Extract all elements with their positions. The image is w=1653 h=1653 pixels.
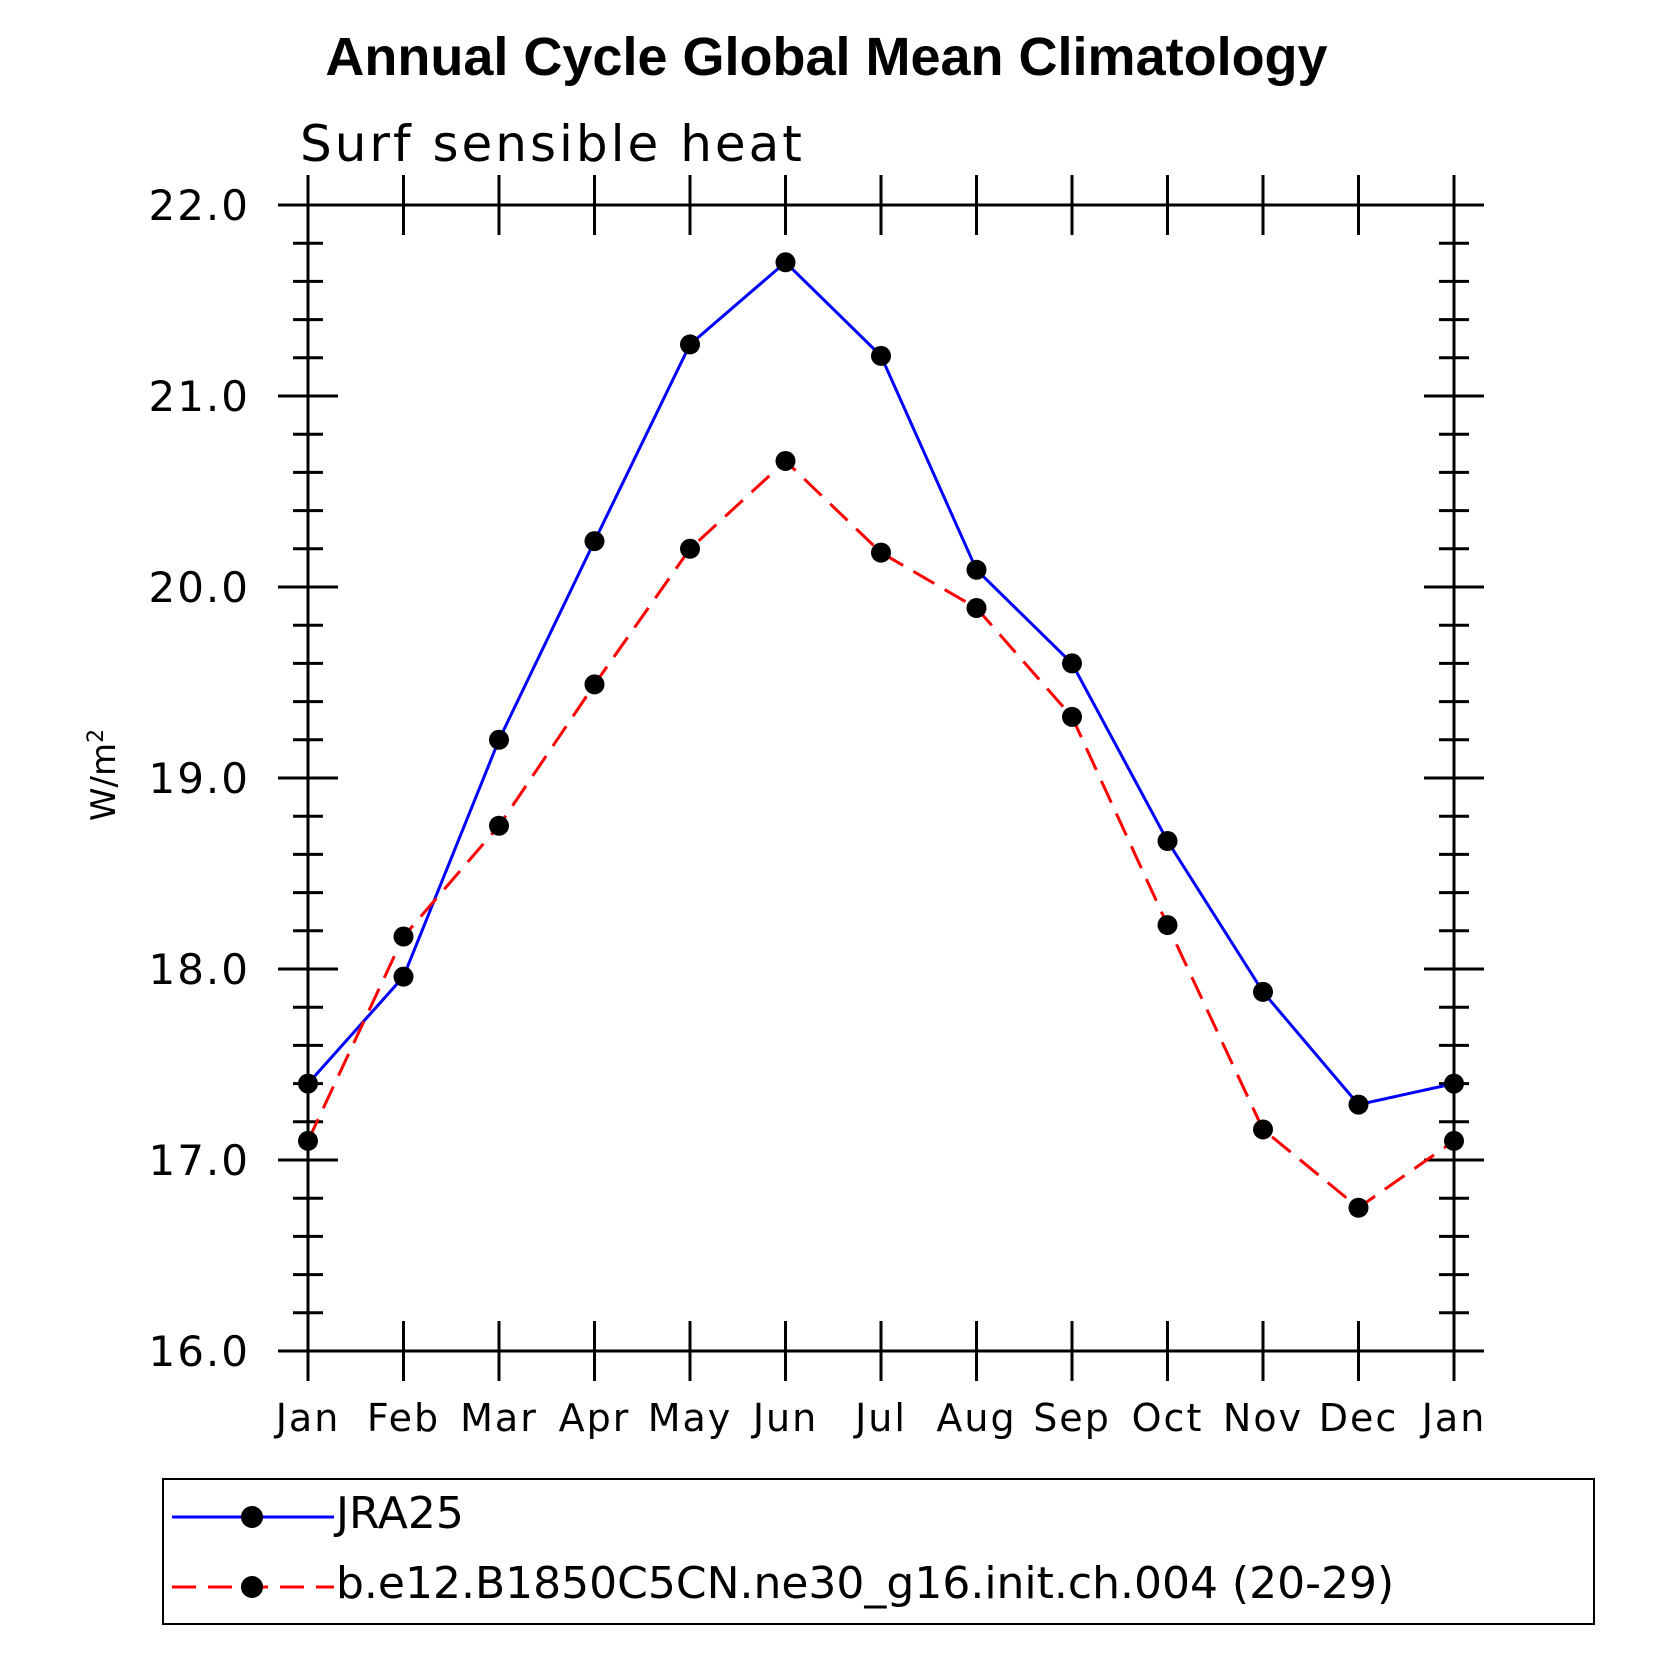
x-tick-label: Jun: [751, 1396, 818, 1440]
data-point-model: [871, 542, 891, 563]
data-point-jra25: [966, 559, 987, 580]
data-point-model: [1253, 1119, 1273, 1140]
x-tick-label: Oct: [1132, 1396, 1204, 1440]
y-tick-label: 17.0: [148, 1136, 250, 1185]
data-point-jra25: [489, 729, 509, 750]
chart-subtitle: Surf sensible heat: [300, 115, 805, 173]
legend-marker-jra25: [241, 1506, 263, 1528]
legend-item-jra25: JRA25: [164, 1482, 1593, 1552]
data-point-jra25: [1062, 653, 1082, 674]
x-tick-label: Aug: [936, 1396, 1016, 1440]
axis-ticks: [278, 175, 1484, 1381]
y-tick-label: 21.0: [148, 372, 250, 421]
data-point-model: [966, 598, 987, 619]
data-point-jra25: [871, 345, 891, 366]
chart-title: Annual Cycle Global Mean Climatology: [325, 27, 1328, 87]
legend-item-model: b.e12.B1850C5CN.ne30_g16.init.ch.004 (20…: [164, 1552, 1593, 1622]
y-tick-label: 19.0: [148, 754, 250, 803]
data-point-model: [1157, 915, 1178, 936]
y-tick-label: 20.0: [148, 563, 250, 612]
data-point-jra25: [584, 531, 605, 552]
x-tick-label: Feb: [367, 1396, 440, 1440]
data-point-model: [1444, 1130, 1464, 1151]
data-point-model: [584, 674, 605, 695]
data-point-jra25: [680, 334, 700, 355]
legend-label-jra25: JRA25: [336, 1488, 464, 1539]
x-tick-label: Jan: [1420, 1396, 1487, 1440]
data-point-model: [489, 815, 509, 836]
x-tick-label: May: [648, 1396, 733, 1440]
data-point-jra25: [1348, 1094, 1369, 1115]
y-tick-labels: 16.0 17.0 18.0 19.0 20.0 21.0 22.0: [148, 181, 250, 1376]
data-point-model: [1062, 706, 1082, 727]
legend-label-model: b.e12.B1850C5CN.ne30_g16.init.ch.004 (20…: [336, 1558, 1395, 1609]
series-layer: [298, 252, 1464, 1218]
y-tick-label: 16.0: [148, 1327, 250, 1376]
data-point-jra25: [1444, 1073, 1464, 1094]
legend-swatch-jra25: [172, 1506, 334, 1528]
data-point-model: [775, 450, 796, 471]
data-point-model: [680, 538, 700, 559]
x-tick-labels: Jan Feb Mar Apr May Jun Jul Aug Sep Oct Nov Dec Jan: [274, 1396, 1487, 1440]
x-tick-label: Sep: [1033, 1396, 1111, 1440]
data-point-model: [393, 926, 414, 947]
data-point-jra25: [1253, 981, 1273, 1002]
x-tick-label: Nov: [1223, 1396, 1303, 1440]
legend: JRA25 b.e12.B1850C5CN.ne30_g16.init.ch.0…: [162, 1478, 1595, 1625]
legend-swatch-model: [172, 1576, 334, 1598]
x-tick-label: Dec: [1319, 1396, 1399, 1440]
y-tick-label: 22.0: [148, 181, 250, 230]
x-tick-label: Jan: [274, 1396, 341, 1440]
data-point-model: [298, 1130, 318, 1151]
data-point-jra25: [393, 966, 414, 987]
series-line-jra25: [306, 260, 1455, 1107]
legend-marker-model: [241, 1576, 263, 1598]
x-tick-label: Jul: [853, 1396, 907, 1440]
data-point-jra25: [298, 1073, 318, 1094]
x-tick-label: Apr: [559, 1396, 631, 1440]
y-tick-label: 18.0: [148, 945, 250, 994]
x-tick-label: Mar: [460, 1396, 538, 1440]
data-point-jra25: [775, 252, 796, 273]
data-point-jra25: [1157, 831, 1178, 852]
data-point-model: [1348, 1197, 1369, 1218]
series-line-model: [306, 458, 1455, 1210]
plot-frame: [306, 203, 1456, 1353]
